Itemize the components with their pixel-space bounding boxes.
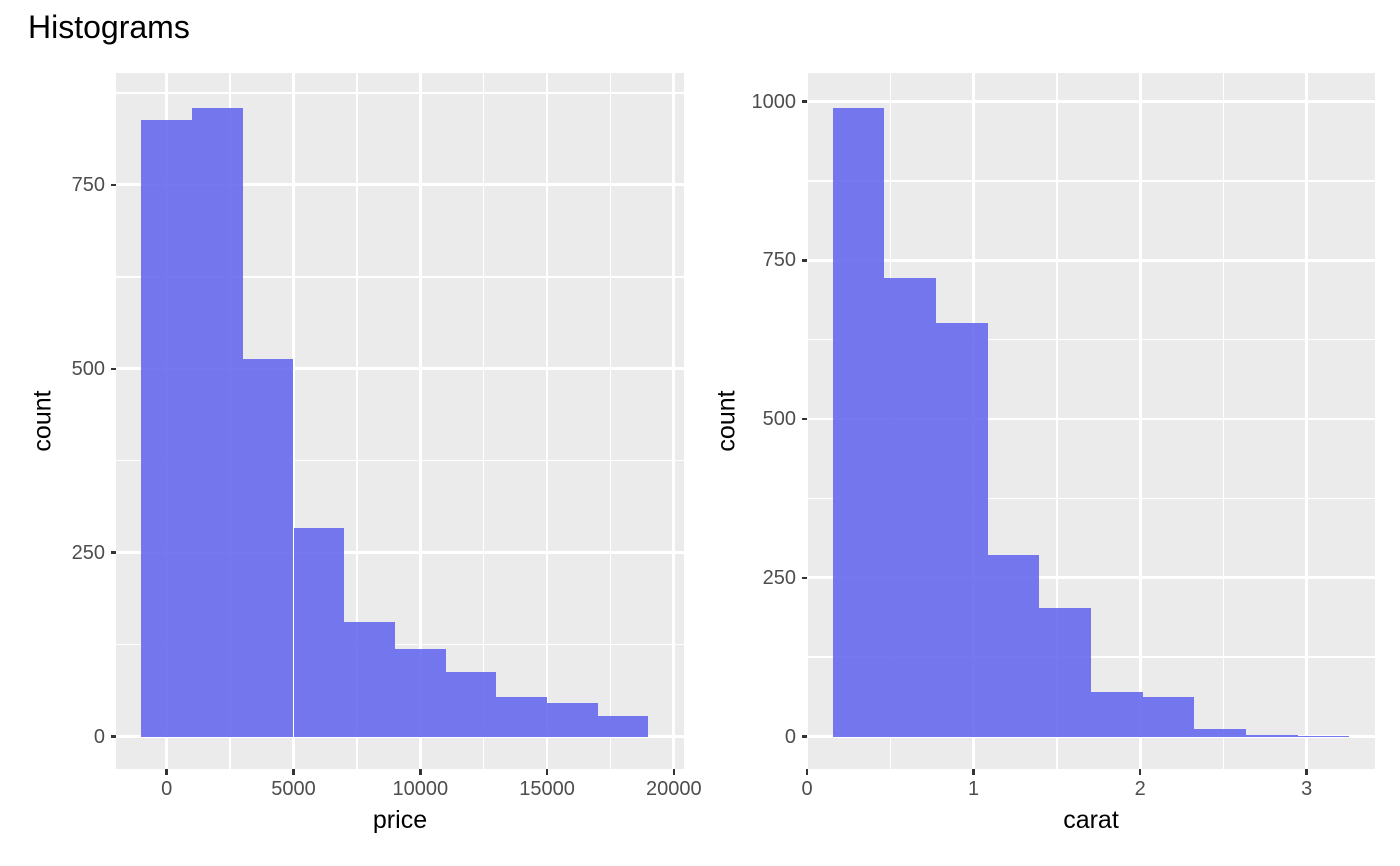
y-major-gridline bbox=[116, 183, 684, 187]
y-minor-gridline bbox=[116, 92, 684, 94]
x-tick-mark bbox=[1305, 769, 1308, 775]
histogram-bar bbox=[1297, 735, 1350, 737]
histogram-bar bbox=[242, 359, 294, 737]
histogram-bar bbox=[394, 649, 446, 737]
y-tick-label: 750 bbox=[762, 249, 796, 272]
y-tick-label: 500 bbox=[762, 408, 796, 431]
y-minor-gridline bbox=[807, 497, 1375, 500]
y-major-gridline bbox=[807, 735, 1375, 738]
histogram-bar bbox=[344, 621, 395, 737]
y-tick-mark bbox=[801, 417, 807, 421]
x-tick-label: 0 bbox=[801, 778, 813, 800]
histogram-bar bbox=[445, 671, 497, 737]
y-tick-mark bbox=[110, 735, 116, 738]
y-tick-mark bbox=[801, 100, 807, 103]
histogram-bar bbox=[597, 716, 649, 737]
x-major-gridline bbox=[1305, 73, 1309, 769]
histogram-bar bbox=[547, 702, 598, 737]
y-major-gridline bbox=[807, 417, 1375, 421]
y-major-gridline bbox=[116, 367, 684, 371]
x-tick-mark bbox=[972, 769, 975, 775]
y-minor-gridline bbox=[116, 643, 684, 646]
x-minor-gridline bbox=[1222, 73, 1225, 769]
x-tick-mark bbox=[165, 769, 168, 775]
y-tick-mark bbox=[110, 551, 116, 554]
histogram-bar bbox=[987, 554, 1040, 737]
x-major-gridline bbox=[1138, 73, 1142, 769]
histogram-bar bbox=[192, 108, 243, 737]
x-major-gridline bbox=[418, 73, 422, 769]
y-tick-mark bbox=[801, 576, 807, 580]
y-tick-mark bbox=[801, 735, 807, 738]
y-minor-gridline bbox=[116, 459, 684, 462]
y-major-gridline bbox=[807, 100, 1375, 103]
x-tick-label: 3 bbox=[1301, 778, 1313, 800]
y-tick-label: 1000 bbox=[751, 90, 797, 113]
histogram-bar bbox=[936, 323, 988, 737]
histogram-bar bbox=[1142, 696, 1195, 737]
y-minor-gridline bbox=[116, 276, 684, 278]
x-minor-gridline bbox=[482, 73, 485, 769]
plot-title: Histograms bbox=[28, 9, 190, 45]
y-tick-label: 250 bbox=[71, 541, 105, 564]
histogram-bar bbox=[141, 120, 193, 737]
x-tick-label: 5000 bbox=[271, 778, 316, 800]
histogram-bar bbox=[1194, 728, 1246, 737]
histogram-bar bbox=[1039, 608, 1091, 737]
histogram-bar bbox=[496, 696, 548, 737]
x-tick-label: 2 bbox=[1134, 778, 1146, 800]
x-tick-mark bbox=[805, 769, 809, 775]
y-tick-mark bbox=[110, 367, 116, 370]
histogram-bar bbox=[293, 527, 345, 737]
histogram-bar bbox=[1091, 691, 1143, 737]
histogram-bar bbox=[832, 107, 885, 737]
x-tick-mark bbox=[545, 769, 549, 775]
x-axis-title-price: price bbox=[372, 806, 428, 834]
y-major-gridline bbox=[116, 551, 684, 555]
x-tick-label: 0 bbox=[161, 778, 173, 800]
y-minor-gridline bbox=[807, 338, 1375, 341]
x-tick-label: 1 bbox=[968, 778, 980, 800]
y-tick-label: 250 bbox=[762, 566, 796, 589]
x-tick-mark bbox=[672, 769, 676, 775]
x-tick-label: 10000 bbox=[392, 778, 449, 800]
x-major-gridline bbox=[672, 73, 676, 769]
x-tick-mark bbox=[292, 769, 295, 775]
x-tick-label: 15000 bbox=[519, 778, 575, 800]
y-minor-gridline bbox=[807, 656, 1375, 658]
x-tick-mark bbox=[1138, 769, 1142, 775]
x-minor-gridline bbox=[356, 73, 358, 769]
x-major-gridline bbox=[292, 73, 295, 769]
y-tick-mark bbox=[110, 183, 116, 187]
y-tick-label: 750 bbox=[71, 173, 105, 196]
y-major-gridline bbox=[807, 258, 1375, 262]
y-tick-label: 0 bbox=[93, 725, 105, 748]
y-axis-title-left-count: count bbox=[28, 390, 57, 452]
x-tick-mark bbox=[419, 769, 422, 775]
x-tick-label: 20000 bbox=[646, 778, 702, 800]
histogram-bar bbox=[884, 278, 937, 737]
x-major-gridline bbox=[805, 73, 809, 769]
y-minor-gridline bbox=[807, 180, 1375, 182]
y-major-gridline bbox=[807, 576, 1375, 580]
y-tick-label: 500 bbox=[71, 357, 105, 380]
y-major-gridline bbox=[116, 735, 684, 739]
x-axis-title-carat: carat bbox=[1063, 806, 1119, 834]
x-major-gridline bbox=[545, 73, 549, 769]
y-tick-mark bbox=[801, 259, 807, 262]
x-minor-gridline bbox=[1056, 73, 1058, 769]
y-tick-label: 0 bbox=[784, 725, 796, 748]
x-minor-gridline bbox=[609, 73, 612, 769]
histogram-bar bbox=[1245, 735, 1298, 737]
